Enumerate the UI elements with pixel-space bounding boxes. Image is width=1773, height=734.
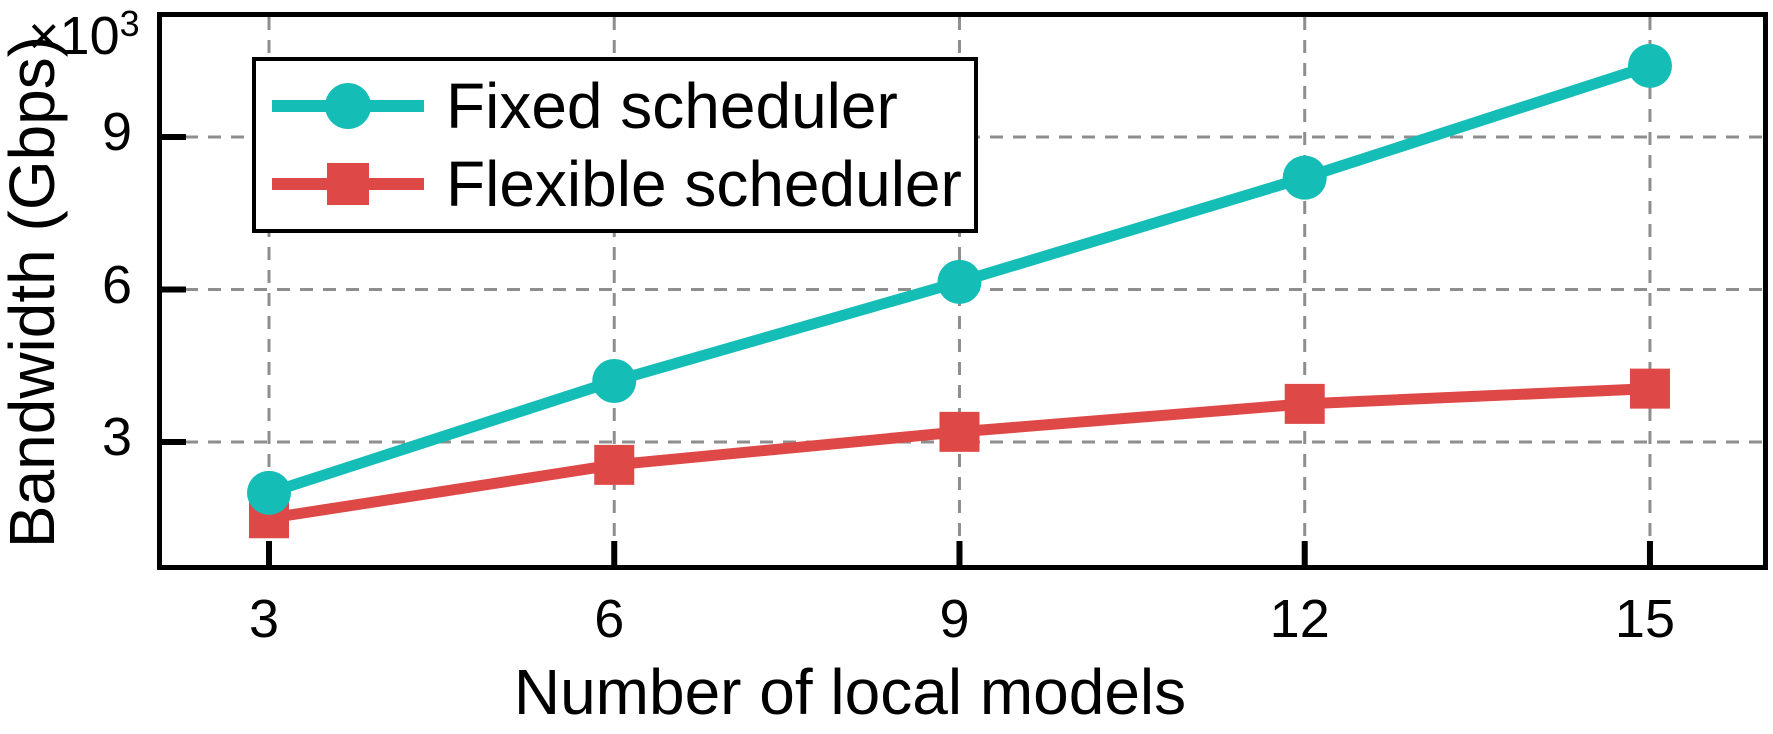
x-axis-label: Number of local models bbox=[513, 656, 1187, 728]
y-tick-label: 9 bbox=[101, 102, 132, 163]
plot-area: Fixed scheduler Flexible scheduler bbox=[157, 12, 1768, 570]
x-tick-label: 15 bbox=[1614, 589, 1675, 649]
y-axis-label: Bandwidth (Gbps) bbox=[0, 35, 68, 549]
x-tick-label: 12 bbox=[1269, 589, 1330, 649]
legend-sample bbox=[272, 82, 424, 130]
y-axis-multiplier-exponent: 3 bbox=[119, 3, 140, 44]
legend-item-flexible-scheduler: Flexible scheduler bbox=[272, 152, 974, 216]
square-marker-icon bbox=[327, 162, 369, 205]
legend-item-fixed-scheduler: Fixed scheduler bbox=[272, 74, 974, 138]
legend-label: Flexible scheduler bbox=[446, 147, 962, 220]
x-tick-label: 9 bbox=[939, 589, 970, 649]
y-axis-multiplier-base: ×10 bbox=[28, 6, 120, 66]
legend-sample bbox=[272, 160, 424, 208]
x-tick-label: 6 bbox=[594, 589, 625, 649]
y-tick-label: 6 bbox=[101, 254, 132, 315]
x-tick-label: 3 bbox=[248, 589, 280, 649]
circle-marker-icon bbox=[325, 83, 371, 130]
legend: Fixed scheduler Flexible scheduler bbox=[252, 57, 978, 233]
y-tick-label: 3 bbox=[101, 407, 132, 467]
chart-canvas bbox=[162, 17, 1763, 565]
legend-label: Fixed scheduler bbox=[446, 70, 898, 143]
y-axis-multiplier: ×103 bbox=[28, 3, 140, 66]
